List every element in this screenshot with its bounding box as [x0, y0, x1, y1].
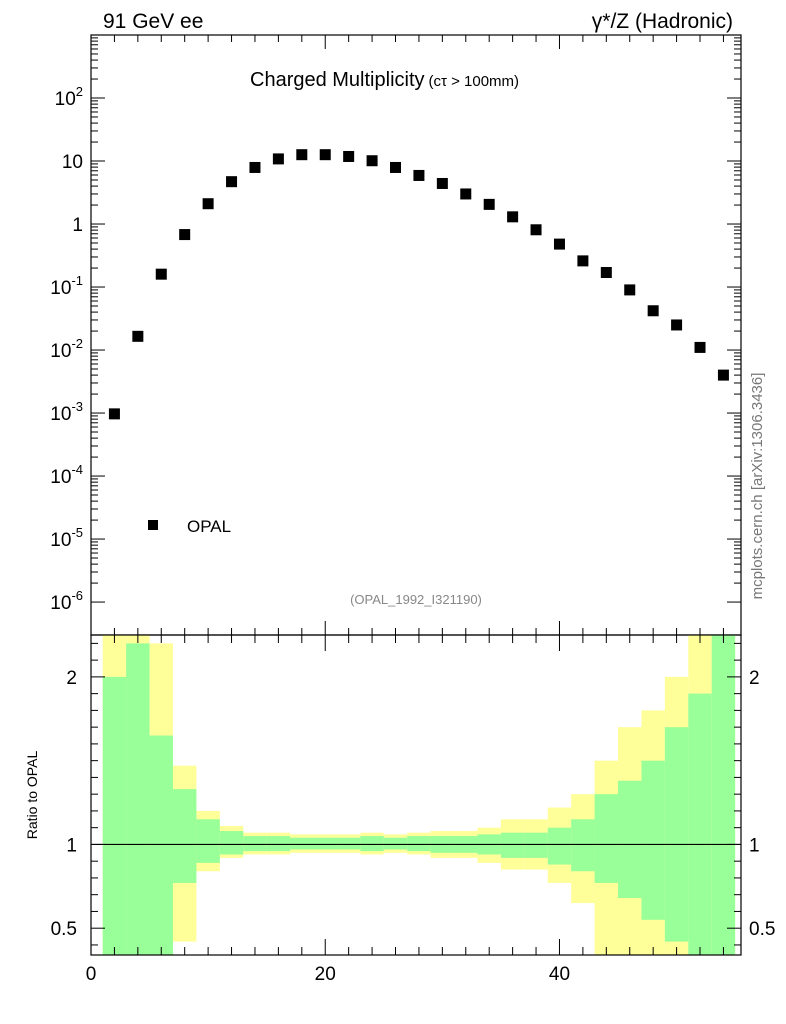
band-inner: [641, 760, 665, 920]
band-inner: [664, 727, 689, 942]
data-point: [483, 198, 495, 210]
data-point: [319, 149, 331, 161]
band-inner: [594, 794, 619, 883]
ratio-y-tick-label: 0.5: [51, 919, 77, 940]
header-left: 91 GeV ee: [103, 10, 203, 33]
data-point: [507, 211, 519, 223]
data-point: [179, 229, 191, 241]
legend-label-opal: OPAL: [187, 517, 231, 536]
ratio-y-tick-label-right: 0.5: [749, 919, 775, 940]
band-inner: [571, 819, 595, 872]
data-point: [413, 169, 425, 181]
ratio-y-tick-label: 1: [66, 835, 77, 856]
chart-title: Charged Multiplicity (cτ > 100mm): [250, 69, 519, 91]
data-point: [249, 161, 261, 173]
header-right: γ*/Z (Hadronic): [592, 10, 733, 33]
band-inner: [266, 836, 291, 852]
ratio-bands: [102, 635, 736, 955]
data-point: [390, 161, 402, 173]
y-tick-label: 10-4: [50, 462, 83, 488]
chart-title-suffix: (cτ > 100mm): [429, 73, 520, 90]
y-tick-label: 1: [72, 215, 83, 236]
ratio-ylabel: Ratio to OPAL: [24, 751, 40, 840]
y-tick-label: 102: [55, 84, 83, 110]
data-point: [366, 155, 378, 167]
band-inner: [383, 837, 408, 850]
band-inner: [196, 819, 220, 863]
band-inner: [688, 693, 712, 955]
data-point: [647, 305, 659, 317]
legend-marker-opal: [148, 520, 158, 530]
x-tick-label: 20: [315, 964, 336, 985]
data-point: [530, 224, 542, 236]
data-point: [553, 238, 565, 250]
side-label: mcplots.cern.ch [arXiv:1306.3436]: [749, 373, 766, 600]
data-point: [717, 369, 729, 381]
band-inner: [290, 837, 314, 850]
data-point: [343, 150, 355, 162]
opal-data-points: [108, 149, 729, 420]
x-tick-label: 0: [86, 964, 97, 985]
data-point: [436, 177, 448, 189]
reference-label: (OPAL_1992_I321190): [350, 592, 482, 607]
band-inner: [547, 827, 572, 865]
data-point: [296, 149, 308, 161]
band-inner: [500, 832, 525, 858]
data-point: [671, 319, 683, 331]
band-inner: [360, 836, 384, 852]
band-inner: [149, 735, 173, 955]
band-inner: [243, 836, 267, 852]
band-inner: [618, 780, 642, 899]
ratio-y-tick-label-right: 2: [749, 668, 760, 689]
main-panel-axes: 10-6 10-5 10-4 10-3 10-2 10-1 1 10 102: [50, 34, 742, 636]
data-point: [226, 176, 238, 188]
band-inner: [313, 837, 337, 850]
ratio-y-tick-label-right: 1: [749, 835, 760, 856]
band-inner: [126, 643, 150, 955]
ratio-panel-axes: 0.5 0.51 12 20 20 40: [51, 634, 775, 985]
band-inner: [219, 831, 244, 855]
x-tick-label: 40: [549, 964, 570, 985]
band-inner: [336, 837, 361, 850]
data-point: [108, 408, 120, 420]
band-inner: [172, 789, 197, 883]
data-point: [694, 341, 706, 353]
y-tick-label: 10-6: [50, 588, 83, 614]
y-tick-label: 10-1: [50, 273, 83, 299]
data-point: [202, 198, 214, 210]
data-point: [272, 153, 284, 165]
data-point: [600, 267, 612, 279]
band-inner: [407, 836, 431, 852]
ratio-y-tick-label: 2: [66, 668, 77, 689]
ratio-frame: [90, 634, 742, 956]
y-tick-label: 10: [62, 152, 83, 173]
y-tick-label: 10-2: [50, 336, 83, 362]
y-tick-label: 10-5: [50, 525, 83, 551]
band-inner: [524, 832, 548, 858]
data-point: [132, 330, 144, 342]
main-frame: [90, 34, 742, 636]
y-tick-label: 10-3: [50, 399, 83, 425]
band-inner: [711, 635, 736, 955]
band-inner: [102, 676, 127, 955]
data-point: [577, 255, 589, 267]
data-point: [624, 284, 636, 296]
data-point: [460, 188, 472, 200]
data-point: [155, 268, 167, 280]
chart-title-main: Charged Multiplicity: [250, 69, 425, 91]
